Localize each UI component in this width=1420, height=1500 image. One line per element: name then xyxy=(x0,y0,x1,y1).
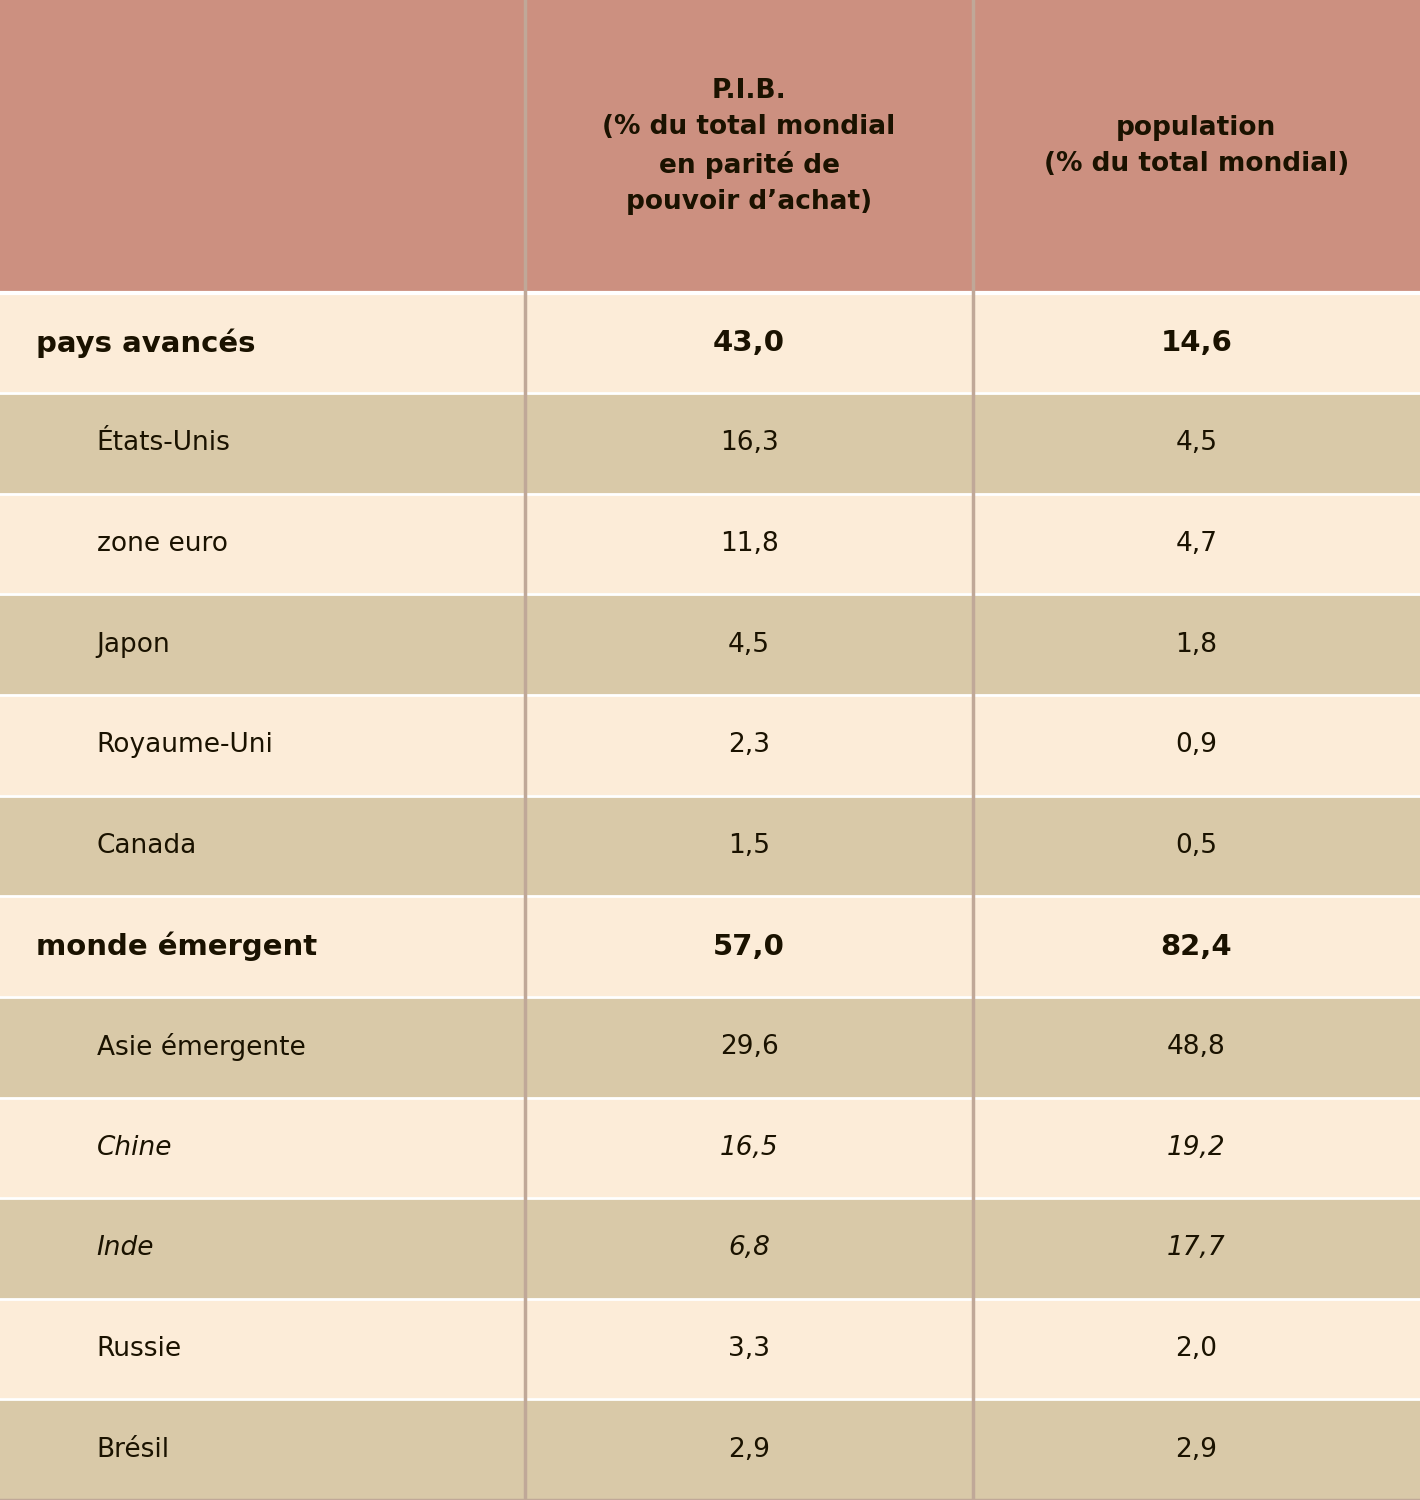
Text: 43,0: 43,0 xyxy=(713,328,785,357)
Text: pays avancés: pays avancés xyxy=(36,328,256,357)
Bar xyxy=(0,0,1420,292)
Bar xyxy=(0,1400,1420,1500)
Bar xyxy=(0,494,1420,594)
Text: 4,5: 4,5 xyxy=(1176,430,1217,456)
Text: Canada: Canada xyxy=(97,833,197,860)
Bar xyxy=(0,795,1420,897)
Text: population
(% du total mondial): population (% du total mondial) xyxy=(1044,116,1349,177)
Text: 2,3: 2,3 xyxy=(728,732,770,759)
Bar xyxy=(0,1098,1420,1198)
Bar xyxy=(0,292,1420,393)
Bar xyxy=(0,694,1420,795)
Bar xyxy=(0,897,1420,998)
Text: 16,3: 16,3 xyxy=(720,430,778,456)
Text: 6,8: 6,8 xyxy=(728,1236,770,1262)
Bar xyxy=(0,1299,1420,1400)
Text: 2,9: 2,9 xyxy=(728,1437,770,1462)
Text: zone euro: zone euro xyxy=(97,531,227,556)
Text: monde émergent: monde émergent xyxy=(36,932,317,962)
Text: 1,5: 1,5 xyxy=(728,833,770,860)
Text: 29,6: 29,6 xyxy=(720,1034,778,1060)
Bar xyxy=(0,594,1420,694)
Text: Inde: Inde xyxy=(97,1236,153,1262)
Text: Japon: Japon xyxy=(97,632,170,657)
Text: 16,5: 16,5 xyxy=(720,1136,778,1161)
Text: Asie émergente: Asie émergente xyxy=(97,1034,305,1060)
Text: États-Unis: États-Unis xyxy=(97,430,230,456)
Text: Brésil: Brésil xyxy=(97,1437,169,1462)
Text: 57,0: 57,0 xyxy=(713,933,785,960)
Text: 0,9: 0,9 xyxy=(1176,732,1217,759)
Text: 48,8: 48,8 xyxy=(1167,1034,1225,1060)
Text: 11,8: 11,8 xyxy=(720,531,778,556)
Text: 3,3: 3,3 xyxy=(728,1336,770,1362)
Text: Royaume-Uni: Royaume-Uni xyxy=(97,732,274,759)
Text: 19,2: 19,2 xyxy=(1167,1136,1225,1161)
Bar xyxy=(0,393,1420,494)
Text: Russie: Russie xyxy=(97,1336,182,1362)
Text: 2,9: 2,9 xyxy=(1176,1437,1217,1462)
Bar xyxy=(0,998,1420,1098)
Text: 1,8: 1,8 xyxy=(1176,632,1217,657)
Text: 14,6: 14,6 xyxy=(1160,328,1233,357)
Bar xyxy=(0,1198,1420,1299)
Text: 0,5: 0,5 xyxy=(1176,833,1217,860)
Text: Chine: Chine xyxy=(97,1136,172,1161)
Text: 4,7: 4,7 xyxy=(1176,531,1217,556)
Text: 2,0: 2,0 xyxy=(1176,1336,1217,1362)
Text: 82,4: 82,4 xyxy=(1160,933,1233,960)
Text: 17,7: 17,7 xyxy=(1167,1236,1225,1262)
Text: P.I.B.
(% du total mondial
en parité de
pouvoir d’achat): P.I.B. (% du total mondial en parité de … xyxy=(602,78,896,214)
Text: 4,5: 4,5 xyxy=(728,632,770,657)
